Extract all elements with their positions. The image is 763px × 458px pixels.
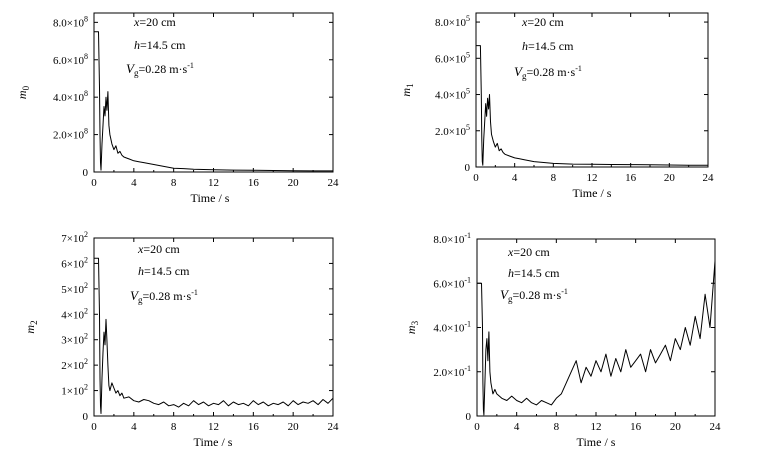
chart-panel-top-left: 0 4 8 12 16 20 24 0 2.0×108 4.0×108 6.0×108 8.0×108…	[15, 12, 340, 205]
y-tick-label: 8.0×105	[435, 14, 470, 29]
x-tick-label: 24	[703, 172, 715, 184]
y-tick-label: 2×102	[61, 357, 88, 372]
annotation-vg: Vg=0.28 m·s-1	[130, 288, 198, 305]
x-tick-label: 24	[328, 421, 340, 433]
x-tick-label: 16	[248, 177, 260, 189]
y-tick-label: 7×102	[61, 230, 88, 245]
y-tick-label: 0	[465, 162, 471, 174]
y-tick-label: 0	[83, 167, 89, 179]
y-tick-label: 6×102	[61, 255, 88, 270]
y-tick-label: 8.0×108	[53, 14, 88, 29]
y-tick-label: 2.0×105	[435, 123, 470, 138]
annotation-x: x=20 cm	[133, 15, 176, 29]
series-line-m2	[94, 257, 334, 414]
x-tick-label: 20	[288, 421, 300, 433]
annotation-h: h=14.5 cm	[134, 38, 186, 52]
y-axis-label: m0	[15, 85, 31, 99]
y-tick-label: 2.0×108	[53, 127, 88, 142]
x-tick-label: 20	[670, 421, 682, 433]
annotation-x: x=20 cm	[137, 242, 180, 256]
y-axis-label: m2	[23, 320, 39, 333]
plot-frame	[93, 12, 334, 173]
y-tick-label: 5×102	[61, 281, 88, 296]
y-tick-label: 4×102	[61, 306, 88, 321]
chart-panel-bottom-left: 0 4 8 12 16 20 24 0 1×102 2×102 3×102 4×102 5×102 6×1…	[23, 230, 339, 449]
x-tick-label: 16	[625, 172, 637, 184]
x-axis-label: Time / s	[577, 435, 616, 449]
x-tick-label: 8	[554, 421, 560, 433]
annotation-vg: Vg=0.28 m·s-1	[126, 61, 194, 78]
x-tick-label: 0	[474, 421, 480, 433]
y-tick-label: 3×102	[61, 332, 88, 347]
x-tick-label: 24	[710, 421, 722, 433]
x-tick-label: 4	[131, 177, 137, 189]
y-tick-label: 6.0×10-1	[433, 275, 471, 290]
y-tick-label: 8.0×10-1	[433, 231, 471, 246]
x-tick-label: 0	[473, 172, 479, 184]
plot-frame	[475, 12, 709, 168]
annotation-x: x=20 cm	[507, 245, 550, 259]
y-axis-label: m3	[404, 320, 420, 334]
plot-frame	[93, 237, 334, 417]
y-tick-label: 6.0×108	[53, 52, 88, 67]
x-tick-label: 24	[328, 177, 340, 189]
x-tick-label: 8	[171, 177, 177, 189]
x-tick-label: 16	[248, 421, 260, 433]
x-tick-label: 20	[288, 177, 300, 189]
x-tick-label: 12	[208, 421, 219, 433]
annotation-h: h=14.5 cm	[508, 266, 560, 280]
y-tick-label: 1×102	[61, 383, 88, 398]
annotation-h: h=14.5 cm	[138, 264, 190, 278]
x-tick-label: 12	[587, 172, 598, 184]
y-tick-label: 2.0×10-1	[433, 364, 471, 379]
x-tick-label: 8	[171, 421, 177, 433]
series-line-m0	[94, 31, 333, 172]
y-axis-label: m1	[399, 83, 415, 96]
y-tick-label: 0	[466, 411, 472, 423]
x-tick-label: 4	[131, 421, 137, 433]
x-tick-label: 0	[91, 177, 97, 189]
annotation-x: x=20 cm	[521, 15, 564, 29]
x-axis-label: Time / s	[191, 191, 230, 205]
x-axis-label: Time / s	[573, 186, 612, 200]
series-line-m1	[476, 45, 708, 166]
y-tick-label: 4.0×105	[435, 87, 470, 102]
x-tick-label: 12	[208, 177, 219, 189]
x-tick-label: 16	[630, 421, 642, 433]
annotation-h: h=14.5 cm	[522, 39, 574, 53]
x-axis-label: Time / s	[194, 435, 233, 449]
x-tick-label: 4	[514, 421, 520, 433]
y-tick-label: 4.0×10-1	[433, 320, 471, 335]
x-tick-label: 4	[512, 172, 518, 184]
chart-panel-top-right: 0 4 8 12 16 20 24 0 2.0×105 4.0×105 6.0×105 8.0×105…	[399, 12, 715, 200]
x-tick-label: 20	[664, 172, 676, 184]
x-tick-label: 8	[551, 172, 557, 184]
y-tick-label: 0	[83, 411, 89, 423]
series-line-m3	[477, 261, 716, 416]
chart-panel-bottom-right: 0 4 8 12 16 20 24 0 2.0×10-1 4.0×10-1 6.0×10-1 8.0×…	[404, 231, 721, 449]
x-tick-label: 12	[591, 421, 602, 433]
y-tick-label: 4.0×108	[53, 89, 88, 104]
y-tick-label: 6.0×105	[435, 50, 470, 65]
annotation-vg: Vg=0.28 m·s-1	[500, 287, 568, 304]
annotation-vg: Vg=0.28 m·s-1	[514, 64, 582, 81]
x-tick-label: 0	[91, 421, 97, 433]
